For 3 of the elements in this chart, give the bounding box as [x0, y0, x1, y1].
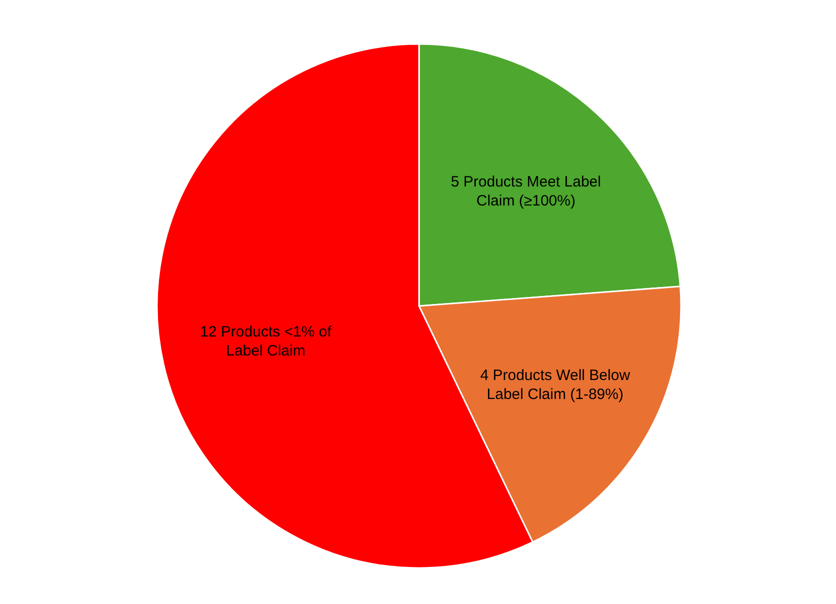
slice-label: 5 Products Meet Label Claim (≥100%) — [450, 173, 601, 210]
slice-label: 4 Products Well Below Label Claim (1-89%) — [480, 367, 630, 404]
slice-label: 12 Products <1% of Label Claim — [200, 323, 332, 360]
